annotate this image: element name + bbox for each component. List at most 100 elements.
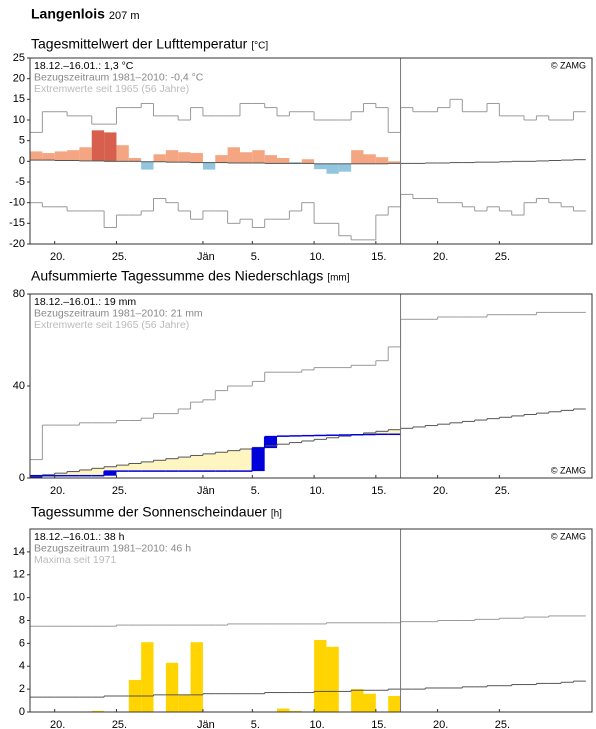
- y-tick-label: 40: [13, 380, 25, 392]
- bar: [388, 161, 401, 164]
- bar: [190, 642, 203, 712]
- y-tick-label: 0: [19, 706, 25, 718]
- deficit-fill: [141, 461, 154, 472]
- bar: [289, 710, 302, 712]
- x-tick-label: 10.: [309, 251, 324, 263]
- deficit-fill: [104, 466, 117, 472]
- info-line: 18.12.–16.01.: 1,3 °C: [34, 60, 134, 72]
- x-tick-label: 5.: [251, 251, 260, 263]
- bar: [388, 695, 401, 712]
- deficit-fill: [128, 463, 142, 472]
- x-tick-label: 25.: [112, 251, 127, 263]
- x-tick-label: 25.: [495, 485, 510, 497]
- bar: [264, 155, 278, 164]
- x-tick-label: 15.: [371, 485, 386, 497]
- bar: [326, 646, 339, 712]
- bar: [178, 694, 191, 712]
- y-tick-label: 0: [19, 155, 25, 167]
- x-tick-label: 10.: [309, 719, 324, 729]
- y-tick-label: 20: [13, 73, 25, 85]
- x-tick-label: 15.: [371, 719, 386, 729]
- deficit-fill: [91, 468, 105, 476]
- frame: [29, 57, 593, 245]
- info-line: Maxima seit 1971: [34, 554, 116, 566]
- panel-unit: [mm]: [327, 273, 349, 284]
- bar: [239, 152, 253, 163]
- x-tick-label: 20.: [433, 251, 448, 263]
- y-tick-label: 6: [19, 637, 25, 649]
- bar: [165, 662, 179, 712]
- step-connector: [41, 194, 574, 240]
- x-tick-label: 5.: [251, 719, 260, 729]
- bar: [91, 130, 105, 161]
- deficit-fill: [178, 457, 191, 472]
- bar: [363, 693, 376, 712]
- bar: [104, 132, 117, 162]
- bar: [277, 158, 290, 164]
- x-tick-label: 25.: [495, 251, 510, 263]
- bar: [42, 153, 55, 161]
- bar: [202, 162, 216, 170]
- bar: [141, 642, 154, 712]
- bar: [79, 147, 92, 161]
- x-tick-label: 20.: [50, 719, 65, 729]
- y-tick-label: 14: [13, 546, 25, 558]
- y-tick-label: 25: [13, 52, 25, 64]
- y-tick-label: 0: [19, 472, 25, 484]
- increment: [104, 471, 117, 476]
- bar: [363, 154, 376, 164]
- x-tick-label: 20.: [433, 485, 448, 497]
- increment: [252, 448, 265, 472]
- increment: [264, 436, 278, 449]
- y-tick-label: 2: [19, 683, 25, 695]
- y-tick-label: -10: [9, 197, 25, 209]
- x-tick-label: 20.: [50, 485, 65, 497]
- deficit-fill: [153, 460, 166, 472]
- x-tick-label: Jän: [197, 719, 215, 729]
- x-tick-label: 20.: [50, 251, 65, 263]
- info-line: Extremwerte seit 1965 (56 Jahre): [34, 319, 189, 331]
- bar: [91, 710, 105, 712]
- deficit-fill: [54, 473, 68, 476]
- info-line: 18.12.–16.01.: 19 mm: [34, 296, 136, 308]
- y-tick-label: 80: [13, 288, 25, 300]
- bar: [314, 639, 327, 712]
- bar: [215, 155, 228, 163]
- bar: [289, 162, 302, 164]
- bar: [301, 159, 315, 164]
- bar: [326, 163, 339, 174]
- bar: [153, 154, 166, 162]
- credit: © ZAMG: [551, 60, 586, 70]
- y-tick-label: -5: [15, 176, 25, 188]
- bar: [338, 163, 352, 172]
- bar: [252, 150, 265, 163]
- bar: [141, 161, 154, 170]
- bar: [277, 708, 290, 712]
- y-tick-label: 5: [19, 135, 25, 147]
- info-line: Extremwerte seit 1965 (56 Jahre): [34, 83, 189, 95]
- elevation: 207 m: [109, 10, 140, 22]
- deficit-fill: [363, 432, 376, 435]
- panel-title: Tagesmittelwert der Lufttemperatur: [31, 36, 248, 52]
- step-connector: [41, 99, 574, 133]
- deficit-fill: [79, 469, 92, 476]
- y-tick-label: -15: [9, 217, 25, 229]
- bar: [165, 150, 179, 163]
- info-line: Bezugszeitraum 1981–2010: -0,4 °C: [34, 71, 204, 83]
- x-tick-label: 15.: [371, 251, 386, 263]
- deficit-fill: [165, 458, 179, 472]
- x-tick-label: 20.: [433, 719, 448, 729]
- y-tick-label: 15: [13, 93, 25, 105]
- y-tick-label: 4: [19, 660, 25, 672]
- x-tick-label: Jän: [197, 485, 215, 497]
- bar: [54, 151, 68, 161]
- x-tick-label: 25.: [495, 719, 510, 729]
- bar: [67, 150, 80, 161]
- bar: [314, 163, 327, 170]
- panel-unit: [°C]: [251, 41, 268, 52]
- bar: [351, 689, 364, 712]
- deficit-fill: [215, 452, 228, 472]
- deficit-fill: [375, 431, 389, 435]
- plot: [30, 311, 586, 478]
- bar: [351, 150, 364, 164]
